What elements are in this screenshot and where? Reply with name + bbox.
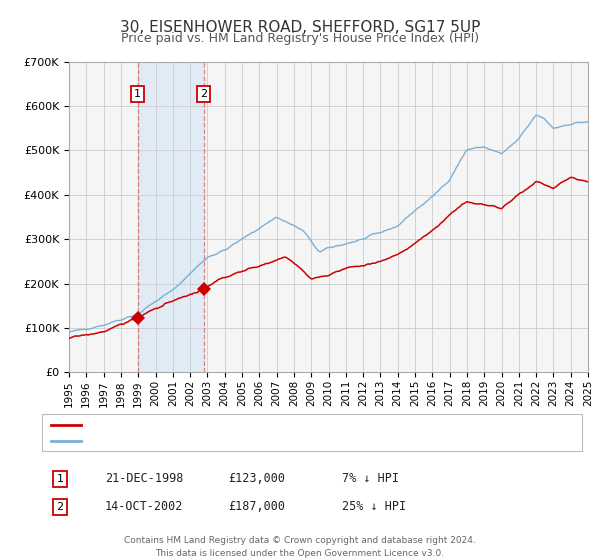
- Text: 7% ↓ HPI: 7% ↓ HPI: [342, 472, 399, 486]
- Text: 2: 2: [200, 89, 208, 99]
- Text: 1: 1: [134, 89, 141, 99]
- Text: 2: 2: [56, 502, 64, 512]
- Text: 30, EISENHOWER ROAD, SHEFFORD, SG17 5UP (detached house): 30, EISENHOWER ROAD, SHEFFORD, SG17 5UP …: [87, 419, 427, 430]
- Bar: [137, 62, 204, 372]
- Text: £187,000: £187,000: [228, 500, 285, 514]
- Text: HPI: Average price, detached house, Central Bedfordshire: HPI: Average price, detached house, Cent…: [87, 436, 388, 446]
- Text: 25% ↓ HPI: 25% ↓ HPI: [342, 500, 406, 514]
- Text: Price paid vs. HM Land Registry's House Price Index (HPI): Price paid vs. HM Land Registry's House …: [121, 32, 479, 45]
- Text: 21-DEC-1998: 21-DEC-1998: [105, 472, 184, 486]
- Text: 30, EISENHOWER ROAD, SHEFFORD, SG17 5UP: 30, EISENHOWER ROAD, SHEFFORD, SG17 5UP: [120, 20, 480, 35]
- Text: 14-OCT-2002: 14-OCT-2002: [105, 500, 184, 514]
- Text: £123,000: £123,000: [228, 472, 285, 486]
- Text: This data is licensed under the Open Government Licence v3.0.: This data is licensed under the Open Gov…: [155, 549, 445, 558]
- Text: Contains HM Land Registry data © Crown copyright and database right 2024.: Contains HM Land Registry data © Crown c…: [124, 536, 476, 545]
- Text: 1: 1: [56, 474, 64, 484]
